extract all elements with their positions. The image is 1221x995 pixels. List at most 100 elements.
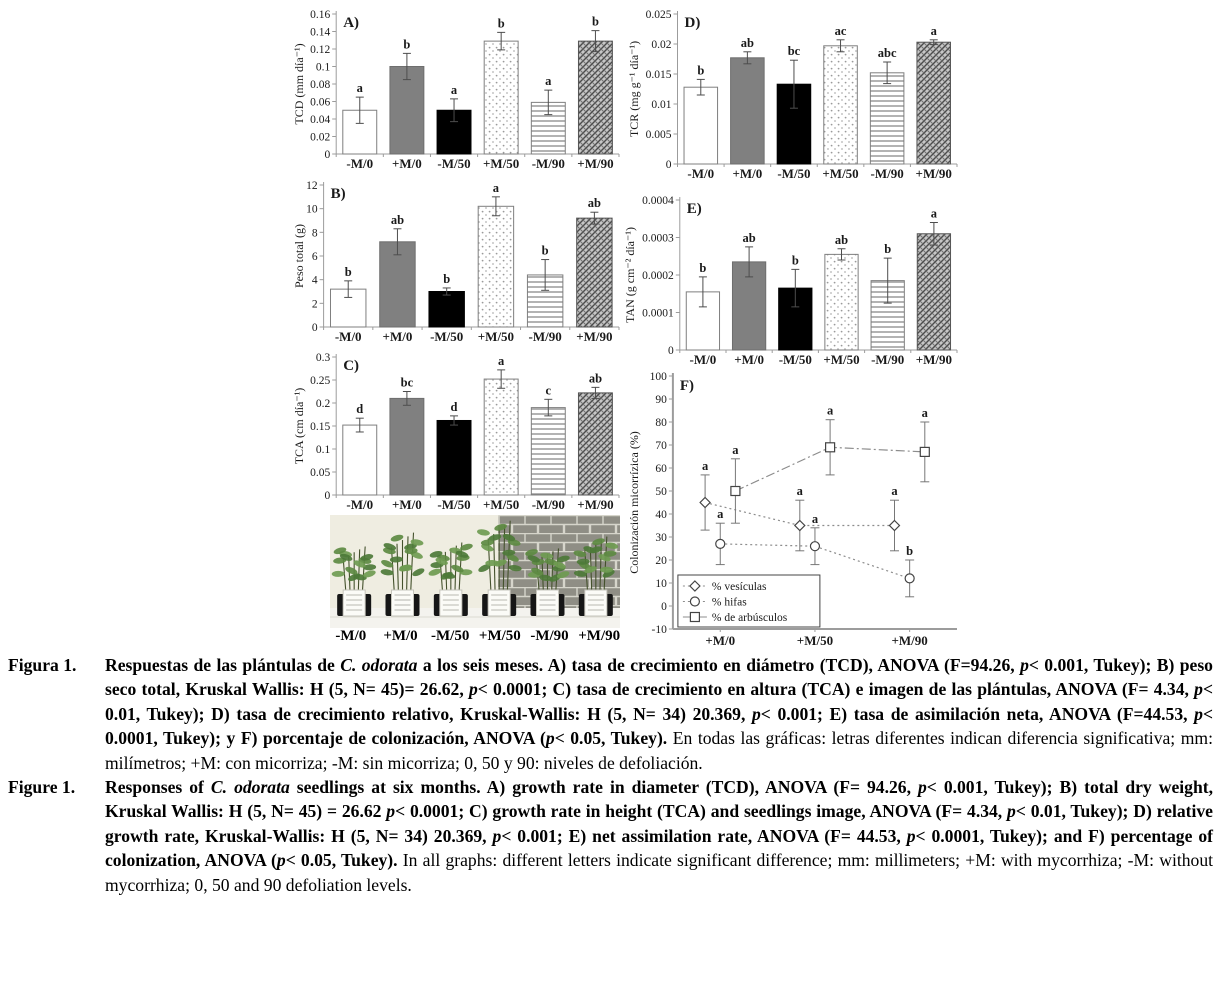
y-tick-label: 0: [324, 490, 330, 502]
chart-svg-D: 0 0.005 0.01 0.015 0.02 0.025 TCR (mg g⁻¹ día⁻…: [627, 9, 958, 181]
caption-segment: < 0.0001; C) growth rate in height (TCA)…: [395, 801, 1008, 822]
y-tick-label: 10: [306, 204, 318, 216]
caption-en: Figure 1. Responses of C. odorata seedlin…: [8, 775, 1213, 897]
y-tick-label: 0.25: [310, 375, 330, 387]
square-marker: [730, 485, 741, 497]
bar--M/0: [329, 288, 367, 328]
significance-letter: ac: [835, 24, 847, 38]
caption-segment: p: [386, 801, 396, 822]
caption-segment: En todas las gráficas: letras diferentes…: [105, 728, 1213, 773]
legend-label: % vesículas: [712, 581, 767, 593]
x-category-label: +M/50: [483, 156, 519, 171]
y-tick-label: -10: [652, 624, 668, 636]
significance-letter: a: [931, 24, 938, 38]
y-tick-label: 0.06: [310, 97, 330, 109]
significance-letter: a: [812, 512, 819, 526]
label-card: [584, 589, 608, 617]
x-category-label: +M/0: [705, 633, 735, 648]
significance-letter: ab: [742, 231, 755, 245]
caption-segment: seedlings at six months. A) growth rate …: [289, 777, 918, 798]
y-tick-label: 0.15: [310, 421, 330, 433]
bar-+M/0: [389, 397, 425, 496]
significance-letter: ab: [835, 233, 848, 247]
bar-+M/50: [483, 378, 519, 496]
significance-letter: ab: [391, 213, 404, 227]
bar-+M/0: [379, 241, 416, 328]
seedling-group-+M/50: [476, 520, 522, 617]
bar--M/0: [342, 424, 378, 496]
bar-+M/50: [823, 45, 858, 165]
y-tick-label: 0: [312, 322, 318, 334]
x-category-label: +M/50: [797, 633, 833, 648]
x-category-label: +M/90: [892, 633, 928, 648]
y-tick-label: 0.025: [646, 9, 672, 21]
y-tick-label: 70: [655, 440, 667, 452]
photo-label: +M/50: [478, 628, 521, 644]
significance-letter: b: [443, 272, 450, 286]
significance-letter: bc: [788, 44, 801, 58]
seedling-group--M/0: [331, 546, 377, 617]
significance-letter: a: [702, 459, 709, 473]
seedling-group-+M/90: [573, 536, 619, 617]
diamond-marker: [793, 519, 806, 532]
significance-letter: a: [827, 404, 834, 418]
y-tick-label: 4: [312, 275, 318, 287]
y-axis-label: Colonización micorrízica (%): [627, 431, 641, 574]
bar--M/90: [870, 280, 905, 351]
circle-marker: [904, 573, 915, 584]
y-tick-label: 20: [655, 555, 667, 567]
series-line: [720, 543, 910, 579]
x-category-label: +M/50: [478, 329, 514, 344]
x-category-label: -M/90: [871, 352, 904, 367]
y-tick-label: 0.2: [316, 398, 331, 410]
panel-label: C): [343, 358, 359, 374]
y-tick-label: 10: [655, 578, 667, 590]
square-marker: [919, 446, 930, 458]
y-tick-label: 6: [312, 251, 318, 263]
caption-es: Figura 1. Respuestas de las plántulas de …: [8, 653, 1213, 775]
y-tick-label: 0.0001: [642, 308, 674, 320]
caption-segment: p: [752, 703, 761, 724]
x-category-label: +M/0: [392, 156, 422, 171]
y-tick-label: 0: [666, 159, 672, 171]
y-tick-label: 0.0002: [642, 270, 674, 282]
y-tick-label: 0.1: [316, 62, 331, 74]
y-tick-label: 0.005: [646, 129, 672, 141]
bar-+M/90: [576, 217, 613, 328]
caption-segment: Responses of: [105, 777, 211, 798]
x-category-label: +M/50: [823, 352, 859, 367]
y-tick-label: 0.04: [310, 114, 330, 126]
caption-segment: < 0.05, Tukey).: [554, 728, 673, 749]
x-category-label: -M/50: [437, 497, 470, 512]
y-tick-label: 0: [668, 345, 674, 357]
seedling-group--M/90: [525, 548, 570, 617]
y-tick-label: 100: [650, 371, 668, 383]
y-tick-label: 80: [655, 417, 667, 429]
y-tick-label: 0.3: [316, 352, 331, 364]
y-axis-label: TCD (mm día⁻¹): [292, 43, 306, 124]
bar-+M/90: [577, 40, 613, 155]
x-category-label: +M/0: [734, 352, 764, 367]
caption-segment: p: [917, 777, 927, 798]
caption-segment: < 0.0001; C) tasa de crecimiento en altu…: [477, 679, 1195, 700]
chart-tcr-relative-growth: 0 0.005 0.01 0.015 0.02 0.025 TCR (mg g⁻¹ día⁻…: [627, 4, 963, 184]
photo-label: -M/0: [335, 628, 367, 644]
y-axis-label: TCR (mg g⁻¹ día⁻¹): [627, 41, 641, 137]
bar--M/90: [530, 407, 566, 496]
x-category-label: +M/90: [577, 497, 613, 512]
x-category-label: -M/90: [529, 329, 562, 344]
square-marker: [689, 611, 701, 623]
x-category-label: +M/0: [732, 166, 762, 181]
seedling-group--M/50: [428, 542, 473, 617]
y-tick-label: 0.01: [651, 99, 671, 111]
caption-segment: p: [1194, 703, 1203, 724]
caption-segment: C. odorata: [340, 655, 418, 675]
significance-letter: b: [697, 63, 704, 77]
caption-segment: < 0.001; E) net assimilation rate, ANOVA…: [501, 825, 907, 846]
figure-captions: Figura 1. Respuestas de las plántulas de …: [8, 653, 1213, 897]
circle-marker: [809, 541, 821, 552]
y-tick-label: 0.02: [310, 132, 330, 144]
y-tick-label: 60: [655, 463, 667, 475]
photo-svg: [330, 515, 620, 628]
